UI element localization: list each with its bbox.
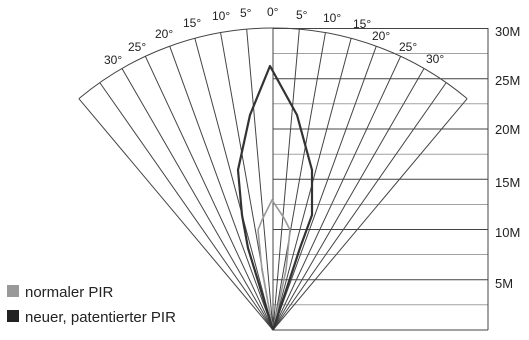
angle-label-right-25: 25° [399, 40, 417, 54]
angle-label-left-25: 25° [128, 40, 146, 54]
legend-label-normal-pir: normaler PIR [25, 284, 114, 301]
fan-ray-right-35 [272, 82, 447, 331]
distance-label-15m: 15M [495, 175, 520, 190]
distance-label-5m: 5M [495, 276, 513, 291]
fan-ray-left-20 [169, 46, 274, 331]
distance-label-25m: 25M [495, 73, 520, 88]
angle-label-0: 0° [267, 5, 279, 19]
fan-ray-left-15 [194, 38, 274, 331]
legend-swatch-patented-pir [7, 310, 19, 322]
angle-label-right-30: 30° [426, 52, 444, 66]
angle-label-left-30: 30° [104, 53, 122, 67]
distance-label-20m: 20M [495, 122, 520, 137]
detection-curves [236, 64, 314, 331]
fan-ray-right-30 [272, 68, 425, 331]
angle-label-left-10: 10° [212, 9, 230, 23]
distance-label-10m: 10M [495, 225, 520, 240]
legend: normaler PIR neuer, patentierter PIR [7, 284, 176, 326]
fan-ray-left-40 [78, 98, 274, 331]
angle-label-right-5: 5° [296, 8, 308, 22]
angle-label-left-15: 15° [183, 16, 201, 30]
fan-ray-right-5 [272, 29, 300, 331]
fan-ray-left-5 [246, 29, 274, 331]
legend-label-patented-pir: neuer, patentierter PIR [25, 309, 176, 326]
fan-ray-left-30 [121, 68, 274, 331]
fan-ray-right-25 [272, 56, 402, 331]
legend-swatch-normal-pir [7, 285, 19, 297]
angle-label-left-5: 5° [240, 6, 252, 20]
distance-label-30m: 30M [495, 24, 520, 39]
angle-fan [78, 27, 468, 331]
angle-label-left-20: 20° [155, 27, 173, 41]
fan-ray-left-35 [99, 82, 274, 331]
fan-outer-arc [78, 27, 468, 100]
angle-label-right-10: 10° [323, 11, 341, 25]
fan-ray-right-10 [272, 32, 326, 331]
fan-ray-right-20 [272, 46, 377, 331]
angle-label-right-15: 15° [353, 17, 371, 31]
fan-ray-left-25 [144, 56, 274, 331]
angle-label-right-20: 20° [372, 29, 390, 43]
normal-pir-pattern [257, 199, 291, 331]
fan-ray-right-40 [272, 98, 468, 331]
patented-pir-pattern [236, 64, 314, 331]
